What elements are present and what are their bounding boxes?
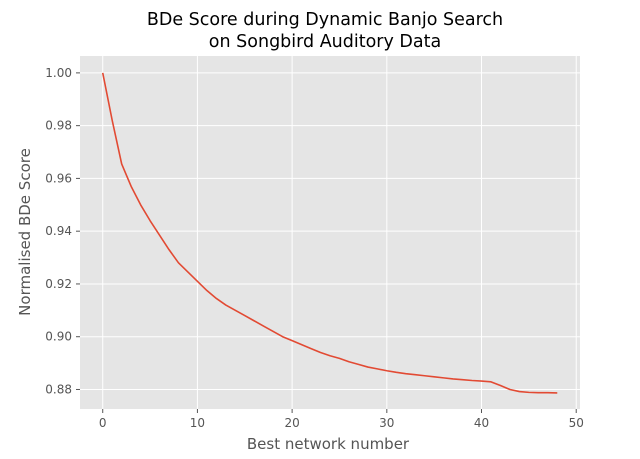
y-tick-label: 0.88 — [45, 382, 72, 396]
axis-ticks: 0 10 20 30 40 50 0.88 0.90 0.92 0.94 0.96 0.98 1.00 — [45, 66, 584, 430]
grid — [80, 56, 580, 409]
y-tick-label: 0.90 — [45, 330, 72, 344]
y-tick-label: 1.00 — [45, 66, 72, 80]
y-tick-label: 0.94 — [45, 224, 72, 238]
chart-title-line-1: BDe Score during Dynamic Banjo Search — [147, 10, 503, 30]
x-tick-label: 10 — [190, 416, 205, 430]
x-axis-label: Best network number — [247, 435, 410, 453]
y-axis-label: Normalised BDe Score — [16, 148, 34, 316]
series-layer — [101, 72, 558, 394]
y-tick-label: 0.98 — [45, 119, 72, 133]
x-tick-label: 20 — [284, 416, 299, 430]
y-tick-label: 0.96 — [45, 171, 72, 185]
y-tick-label: 0.92 — [45, 277, 72, 291]
series-line-0 — [101, 72, 558, 394]
x-tick-label: 30 — [379, 416, 394, 430]
plot-area — [80, 56, 580, 409]
x-tick-label: 50 — [569, 416, 584, 430]
x-tick-label: 40 — [474, 416, 489, 430]
chart-title-line-2: on Songbird Auditory Data — [209, 32, 441, 52]
x-tick-label: 0 — [99, 416, 107, 430]
